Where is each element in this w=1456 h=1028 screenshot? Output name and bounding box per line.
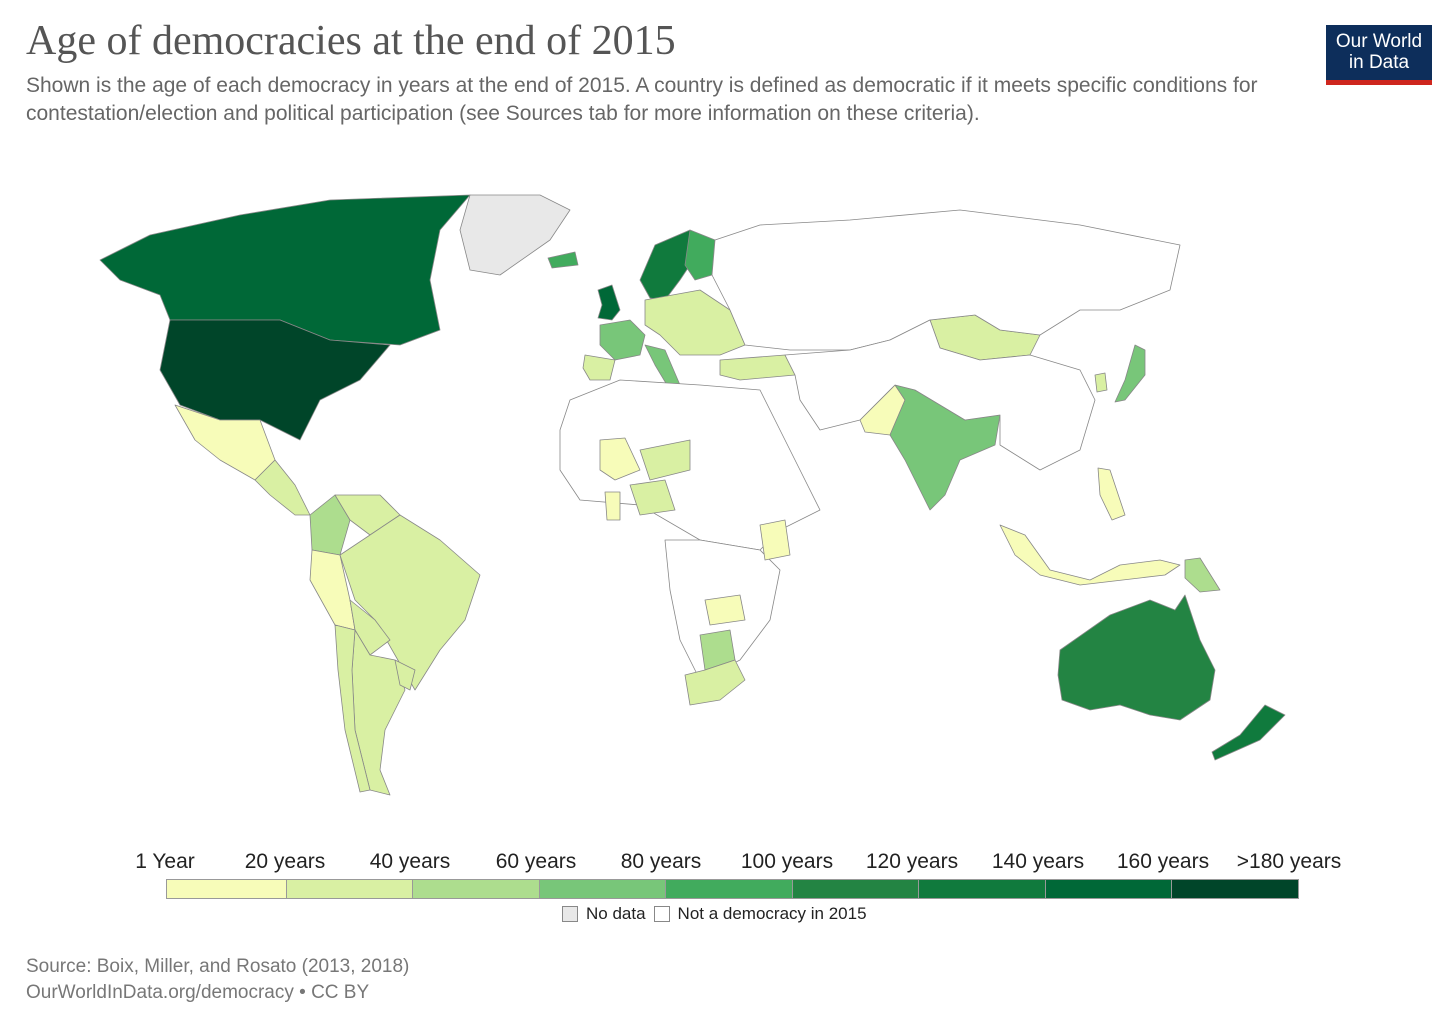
legend-bin[interactable] — [166, 879, 287, 899]
region-indonesia[interactable] — [999, 524, 1181, 586]
legend-bin[interactable] — [665, 879, 793, 899]
legend-labels: 1 Year 20 years 40 years 60 years 80 yea… — [0, 850, 1456, 876]
region-japan[interactable] — [1114, 344, 1146, 403]
legend-bin[interactable] — [286, 879, 413, 899]
legend-no-data[interactable]: No data — [562, 904, 646, 924]
source-citation: Source: Boix, Miller, and Rosato (2013, … — [26, 956, 410, 977]
region-south-korea[interactable] — [1094, 372, 1108, 393]
legend-label: 120 years — [865, 850, 959, 873]
region-kenya[interactable] — [759, 519, 791, 561]
region-papua-new-guinea[interactable] — [1184, 557, 1221, 593]
region-finland[interactable] — [684, 229, 716, 281]
region-russia-central-asia[interactable] — [711, 209, 1181, 351]
region-australia[interactable] — [1057, 594, 1216, 721]
legend-categories: No data Not a democracy in 2015 — [562, 904, 875, 924]
region-greenland[interactable] — [459, 194, 571, 276]
region-uruguay[interactable] — [394, 659, 416, 691]
region-philippines[interactable] — [1097, 467, 1126, 521]
legend-label: 1 Year — [135, 850, 195, 873]
legend-label: 60 years — [495, 850, 577, 873]
no-data-label: No data — [586, 904, 646, 923]
logo-line-2: in Data — [1348, 52, 1410, 73]
legend-bin[interactable] — [1045, 879, 1172, 899]
region-south-africa[interactable] — [684, 659, 746, 706]
region-nigeria[interactable] — [629, 479, 676, 516]
legend-not-democracy[interactable]: Not a democracy in 2015 — [653, 904, 867, 924]
region-eastern-europe[interactable] — [644, 289, 746, 356]
world-map[interactable] — [0, 170, 1456, 830]
legend-bin[interactable] — [539, 879, 666, 899]
not-democracy-label: Not a democracy in 2015 — [677, 904, 867, 923]
region-france[interactable] — [599, 319, 646, 361]
legend-label: 140 years — [991, 850, 1085, 873]
legend-label: 80 years — [620, 850, 702, 873]
region-bolivia[interactable] — [349, 599, 391, 656]
logo-line-1: Our World — [1335, 31, 1423, 52]
region-chile[interactable] — [334, 624, 371, 793]
region-niger[interactable] — [639, 439, 691, 481]
region-colombia[interactable] — [309, 494, 351, 556]
region-united-kingdom[interactable] — [597, 284, 621, 321]
legend-label: >180 years — [1236, 850, 1342, 873]
legend-bin[interactable] — [412, 879, 540, 899]
legend-label: 20 years — [244, 850, 326, 873]
region-zambia[interactable] — [704, 594, 746, 626]
chart-title: Age of democracies at the end of 2015 — [26, 18, 676, 64]
source-footer: Source: Boix, Miller, and Rosato (2013, … — [26, 954, 409, 1006]
region-canada[interactable] — [99, 194, 471, 346]
region-iceland[interactable] — [547, 251, 579, 269]
region-new-zealand[interactable] — [1211, 704, 1286, 761]
source-url[interactable]: OurWorldInData.org/democracy • CC BY — [26, 982, 370, 1003]
region-ghana[interactable] — [604, 491, 621, 521]
not-democracy-swatch — [653, 906, 670, 922]
legend-bin[interactable] — [918, 879, 1046, 899]
region-brazil[interactable] — [339, 514, 481, 691]
legend-bin[interactable] — [1171, 879, 1299, 899]
legend-color-bar — [166, 879, 1299, 899]
legend-label: 40 years — [369, 850, 451, 873]
region-mali[interactable] — [599, 437, 641, 481]
region-united-states[interactable] — [159, 319, 391, 441]
legend-label: 100 years — [740, 850, 834, 873]
region-china-middle-east[interactable] — [784, 319, 1096, 471]
no-data-swatch — [562, 906, 578, 922]
legend-label: 160 years — [1116, 850, 1210, 873]
legend-bin[interactable] — [792, 879, 919, 899]
chart-subtitle: Shown is the age of each democracy in ye… — [26, 74, 1258, 125]
region-spain[interactable] — [582, 354, 616, 381]
region-turkey[interactable] — [719, 354, 796, 381]
owid-logo[interactable]: Our World in Data — [1326, 25, 1432, 85]
